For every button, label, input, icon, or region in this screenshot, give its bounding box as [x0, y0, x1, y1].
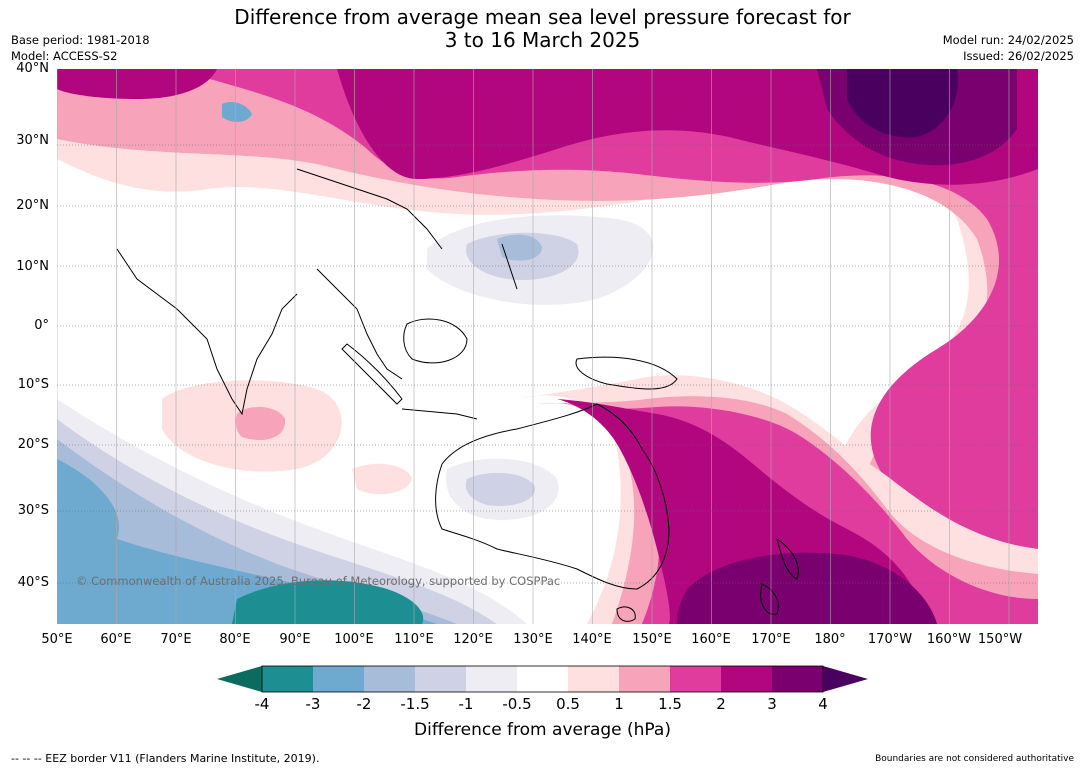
map-title-line1: Difference from average mean sea level p…: [234, 5, 851, 29]
colorbar-bin: [670, 666, 721, 692]
map-title-line2: 3 to 16 March 2025: [444, 28, 641, 52]
china-coast: [296, 168, 443, 250]
lon-label-80e: 80°E: [219, 632, 251, 647]
new-zealand-north: [776, 537, 799, 580]
colorbar-tick: 2: [716, 695, 726, 713]
contour-nw-1: [57, 69, 217, 99]
colorbar-tick: 4: [818, 695, 828, 713]
lon-label-130e: 130°E: [513, 632, 553, 647]
meridians: [57, 69, 1010, 624]
india-coast: [116, 248, 298, 416]
contour-south-4: [57, 459, 437, 624]
lat-label-0: 0°: [34, 318, 49, 333]
philippines: [501, 243, 518, 290]
colorbar-extend-low: [217, 666, 262, 692]
anomaly-map: [57, 69, 1038, 624]
lon-label-90e: 90°E: [279, 632, 311, 647]
java: [401, 408, 478, 420]
base-period: Base period: 1981-2018: [11, 33, 150, 47]
lon-label-150e: 150°E: [632, 632, 672, 647]
contour-north-6: [847, 69, 958, 138]
new-zealand-south: [760, 583, 779, 615]
lon-label-70e: 70°E: [160, 632, 192, 647]
lon-label-50e: 50°E: [41, 632, 73, 647]
colorbar-label: Difference from average (hPa): [414, 720, 671, 740]
colorbar-tick: -4: [254, 695, 270, 713]
eez-border-note: -- -- -- EEZ border V11 (Flanders Marine…: [11, 752, 320, 765]
tasmania: [616, 606, 636, 622]
colorbar-tick: -3: [305, 695, 321, 713]
australia-coast: [435, 403, 670, 590]
lat-label-30s: 30°S: [17, 503, 49, 518]
lon-label-110e: 110°E: [394, 632, 434, 647]
model-name: Model: ACCESS-S2: [11, 49, 118, 63]
lat-label-30n: 30°N: [16, 133, 49, 148]
colorbar-extend-high: [823, 666, 868, 692]
southeast-asia-coast: [316, 268, 403, 380]
colorbar-bin: [568, 666, 619, 692]
lat-label-40n: 40°N: [16, 61, 49, 76]
contour-philippines-3: [497, 234, 542, 261]
lon-label-140e: 140°E: [572, 632, 612, 647]
colorbar-tick: 1: [614, 695, 624, 713]
lat-label-10n: 10°N: [16, 259, 49, 274]
contour-himalaya: [222, 102, 252, 122]
contour-indian-3: [352, 463, 412, 495]
sumatra: [341, 343, 403, 405]
issued-date: Issued: 26/02/2025: [963, 49, 1074, 63]
new-guinea: [575, 356, 678, 390]
lon-label-60e: 60°E: [100, 632, 132, 647]
colorbar-outline: [261, 665, 824, 693]
colorbar-bin: [517, 666, 568, 692]
colorbar-bin: [619, 666, 670, 692]
colorbar-tick: 0.5: [556, 695, 580, 713]
colorbar-bin: [721, 666, 772, 692]
colorbar-bin: [313, 666, 364, 692]
lat-label-40s: 40°S: [17, 575, 49, 590]
contour-indian-2: [235, 407, 286, 440]
colorbar-bin: [772, 666, 823, 692]
lon-label-180: 180°: [814, 632, 846, 647]
colorbar-tick: -2: [356, 695, 372, 713]
lat-label-10s: 10°S: [17, 377, 49, 392]
colorbar-tick: 1.5: [658, 695, 682, 713]
borneo: [403, 318, 468, 364]
boundaries-disclaimer: Boundaries are not considered authoritat…: [875, 754, 1074, 764]
colorbar-bin: [364, 666, 415, 692]
copyright-notice: © Commonwealth of Australia 2025, Bureau…: [76, 574, 561, 588]
contour-south-5: [232, 580, 424, 624]
colorbar: [217, 665, 868, 693]
lat-label-20n: 20°N: [16, 198, 49, 213]
lat-label-20s: 20°S: [17, 437, 49, 452]
colorbar-bin: [262, 666, 313, 692]
colorbar-tick: -1.5: [400, 695, 430, 713]
colorbar-bin: [466, 666, 517, 692]
contour-east-5: [677, 552, 937, 624]
lon-label-120e: 120°E: [453, 632, 493, 647]
colorbar-tick: 3: [767, 695, 777, 713]
lon-label-170w: 170°W: [867, 632, 913, 647]
model-run: Model run: 24/02/2025: [942, 33, 1074, 47]
lon-label-160e: 160°E: [691, 632, 731, 647]
colorbar-tick: -1: [458, 695, 474, 713]
lon-label-160w: 160°W: [926, 632, 972, 647]
colorbar-bin: [415, 666, 466, 692]
colorbar-tick: -0.5: [502, 695, 532, 713]
contour-australia-2: [465, 472, 536, 507]
coastlines: [116, 168, 799, 622]
lon-label-150w: 150°W: [977, 632, 1023, 647]
lon-label-170e: 170°E: [751, 632, 791, 647]
lon-label-100e: 100°E: [334, 632, 374, 647]
